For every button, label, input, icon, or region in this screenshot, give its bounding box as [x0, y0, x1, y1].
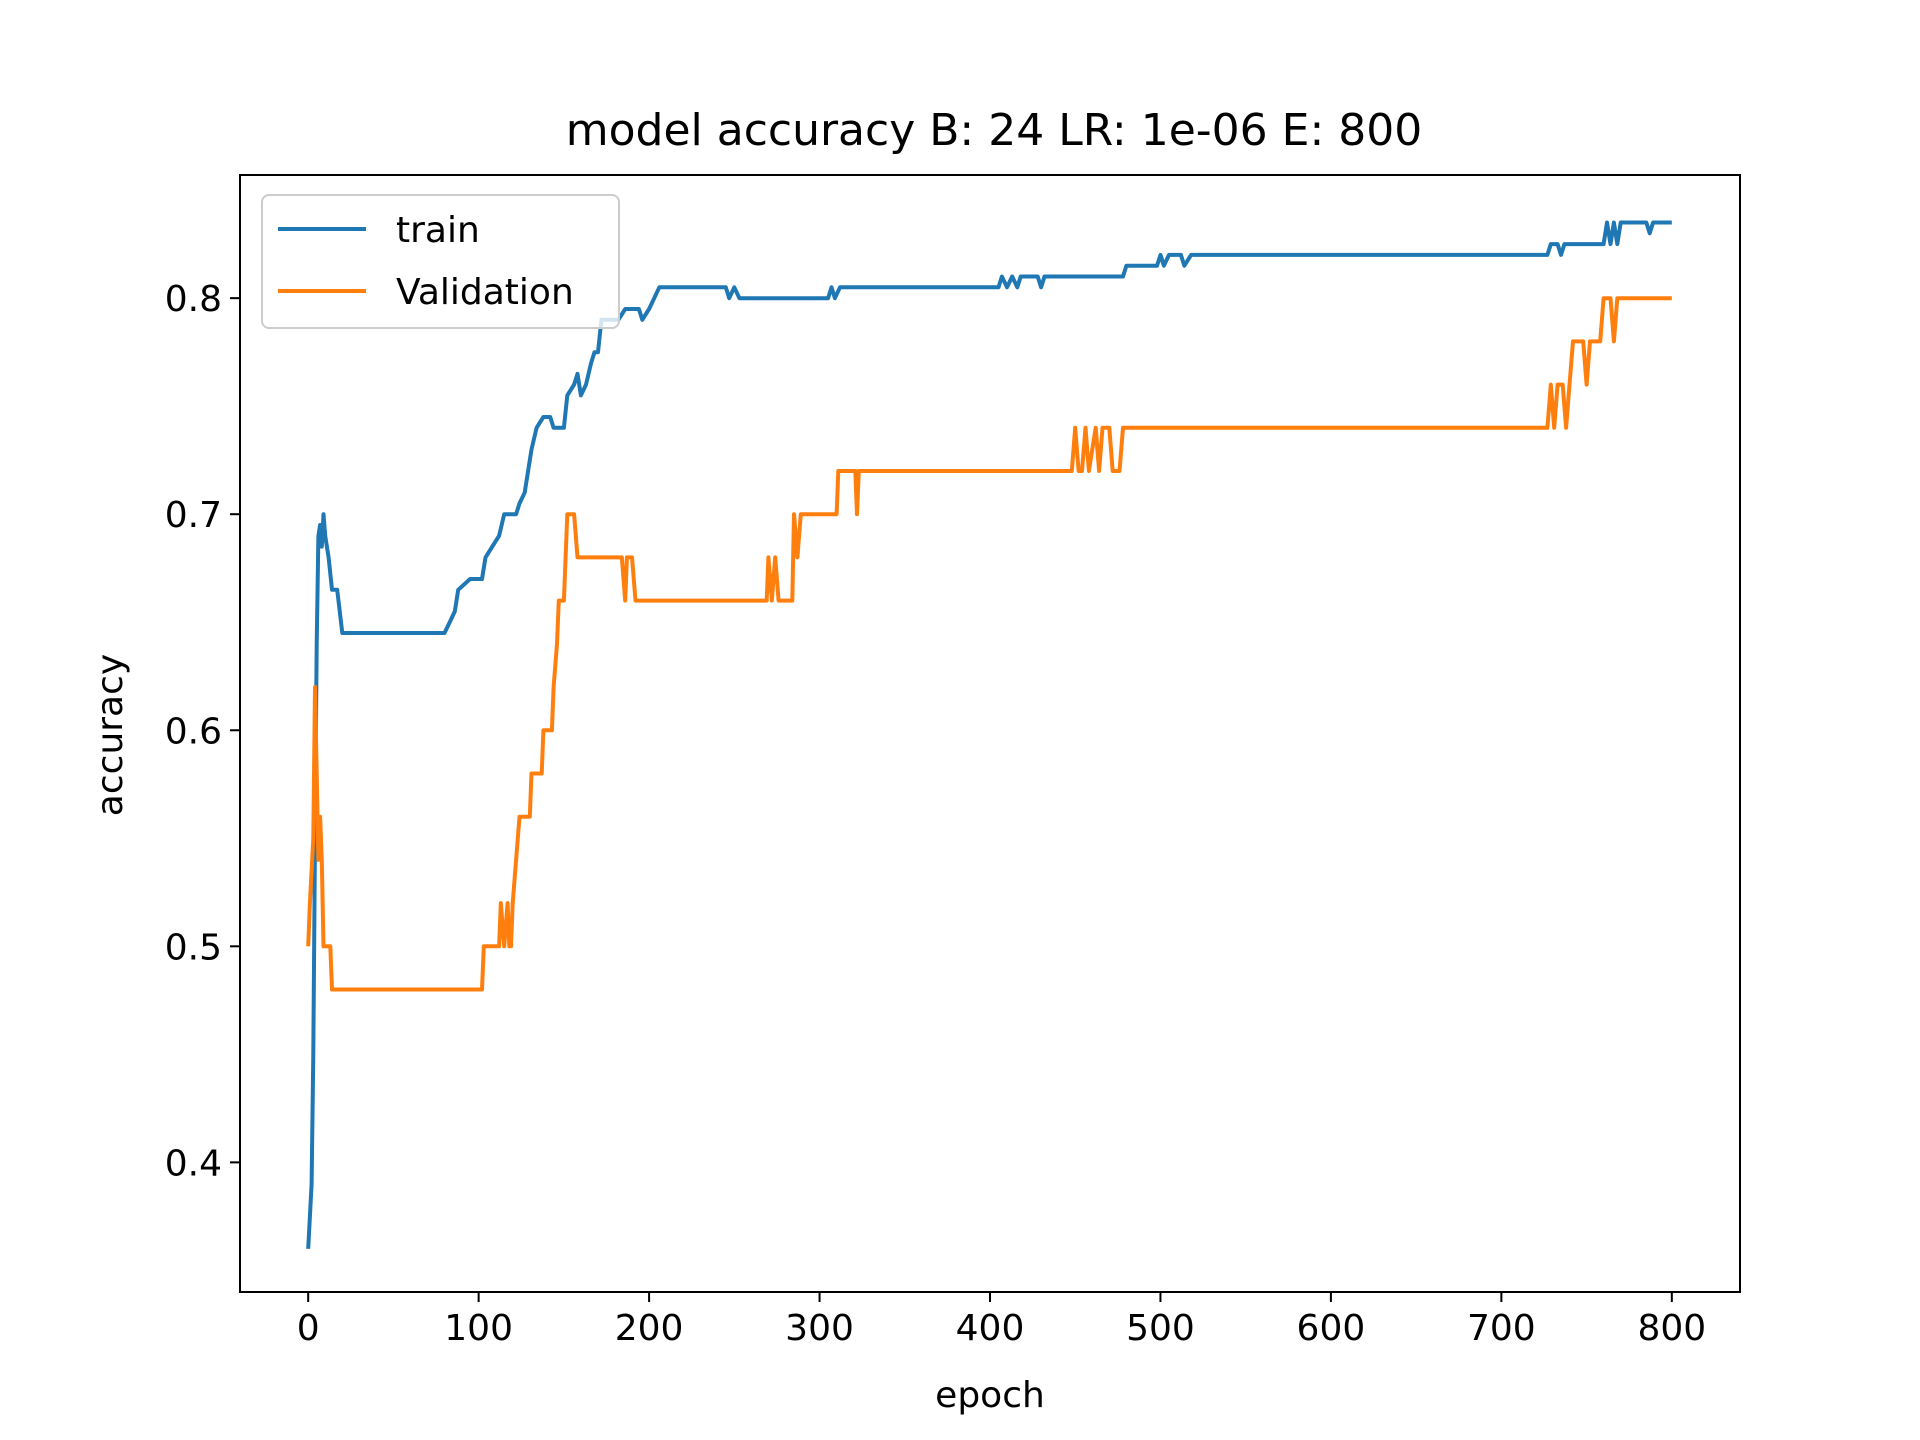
y-axis-label: accuracy: [90, 654, 131, 816]
x-axis-label: epoch: [935, 1375, 1045, 1416]
legend-label-validation: Validation: [396, 272, 574, 313]
x-tick-label: 0: [297, 1308, 320, 1349]
x-axis: 0 100 200 300 400 500 600 700 800: [297, 1292, 1706, 1349]
plot-lines: [306, 220, 1672, 1249]
x-tick-label: 800: [1637, 1308, 1706, 1349]
series-line-validation: [306, 296, 1672, 992]
x-tick-label: 200: [615, 1308, 684, 1349]
x-tick-label: 100: [444, 1308, 513, 1349]
y-tick-label: 0.5: [165, 927, 222, 968]
x-tick-label: 700: [1467, 1308, 1536, 1349]
x-tick-label: 400: [956, 1308, 1025, 1349]
y-tick-label: 0.4: [165, 1143, 222, 1184]
y-tick-label: 0.6: [165, 711, 222, 752]
series-line-train: [306, 220, 1672, 1249]
chart-title: model accuracy B: 24 LR: 1e-06 E: 800: [566, 105, 1423, 156]
x-tick-label: 600: [1297, 1308, 1366, 1349]
x-tick-label: 500: [1126, 1308, 1195, 1349]
legend-label-train: train: [396, 210, 480, 251]
y-tick-label: 0.7: [165, 495, 222, 536]
x-tick-label: 300: [785, 1308, 854, 1349]
legend: train Validation: [261, 194, 620, 329]
y-tick-label: 0.8: [165, 279, 222, 320]
y-axis: 0.4 0.5 0.6 0.7 0.8: [165, 279, 240, 1184]
